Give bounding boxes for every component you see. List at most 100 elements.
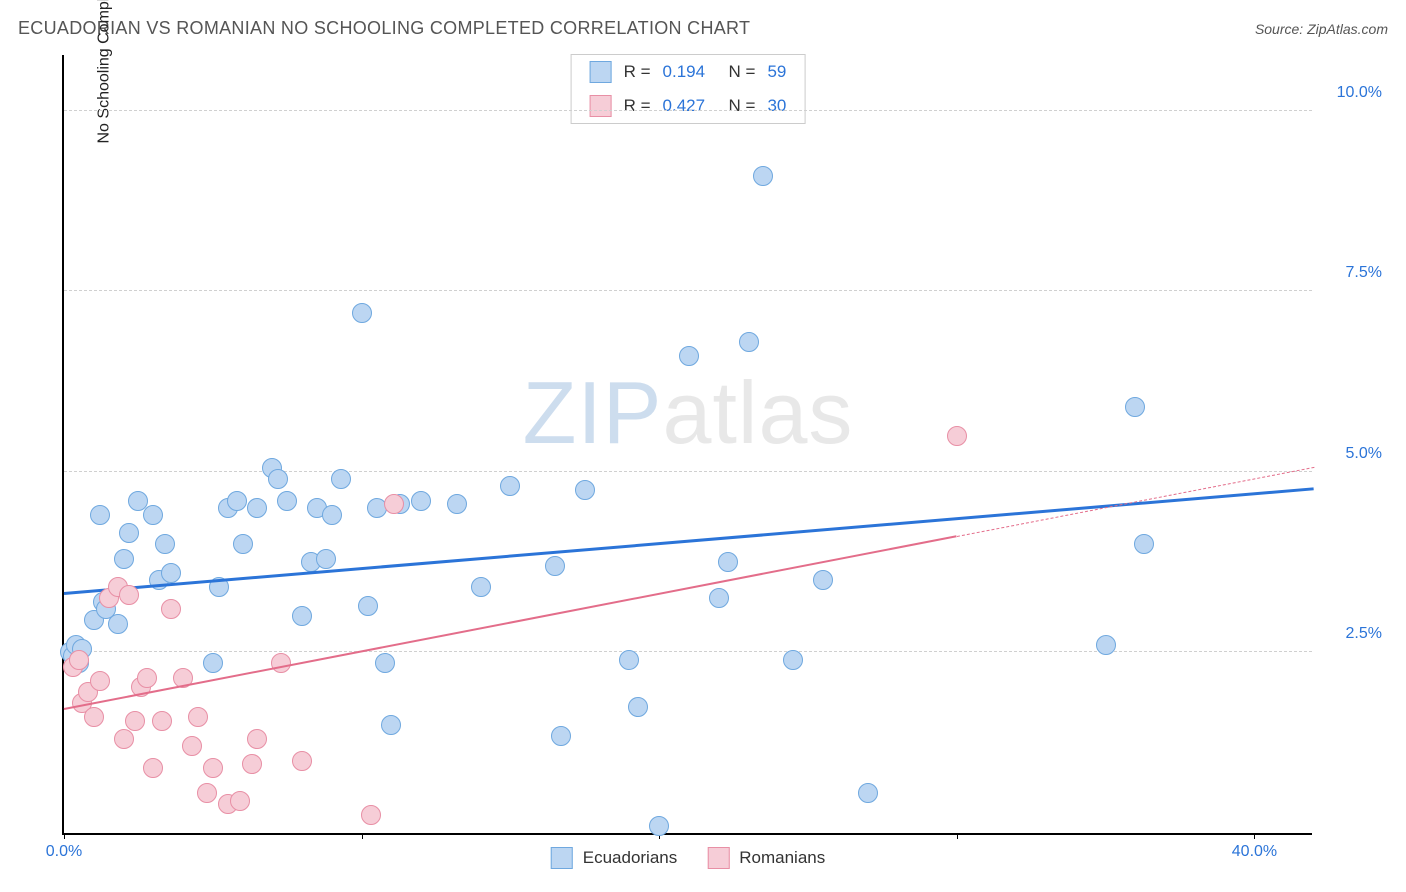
data-point xyxy=(230,791,250,811)
data-point xyxy=(203,653,223,673)
data-point xyxy=(367,498,387,518)
gridline xyxy=(64,471,1312,472)
source-prefix: Source: xyxy=(1255,21,1307,37)
gridline xyxy=(64,290,1312,291)
plot-region: ZIPatlas R =0.194N =59R =0.427N =30 Ecua… xyxy=(62,55,1312,835)
data-point xyxy=(352,303,372,323)
data-point xyxy=(411,491,431,511)
data-point xyxy=(316,549,336,569)
data-point xyxy=(858,783,878,803)
x-tick-mark xyxy=(64,833,65,839)
r-label: R = xyxy=(624,62,651,82)
data-point xyxy=(108,614,128,634)
data-point xyxy=(90,505,110,525)
data-point xyxy=(500,476,520,496)
data-point xyxy=(125,711,145,731)
legend-item: Romanians xyxy=(707,847,825,869)
x-tick-mark xyxy=(957,833,958,839)
data-point xyxy=(114,549,134,569)
x-tick-mark xyxy=(362,833,363,839)
data-point xyxy=(447,494,467,514)
data-point xyxy=(84,707,104,727)
trend-line xyxy=(64,535,957,710)
y-tick-label: 2.5% xyxy=(1322,625,1382,643)
y-tick-label: 7.5% xyxy=(1322,264,1382,282)
data-point xyxy=(137,668,157,688)
source-name: ZipAtlas.com xyxy=(1307,21,1388,37)
data-point xyxy=(739,332,759,352)
data-point xyxy=(1125,397,1145,417)
data-point xyxy=(679,346,699,366)
n-value: 59 xyxy=(767,62,786,82)
data-point xyxy=(322,505,342,525)
data-point xyxy=(161,563,181,583)
data-point xyxy=(233,534,253,554)
data-point xyxy=(247,729,267,749)
legend-series: Ecuadorians Romanians xyxy=(551,847,826,869)
x-tick-label: 40.0% xyxy=(1232,843,1277,861)
data-point xyxy=(155,534,175,554)
x-tick-label: 0.0% xyxy=(46,843,82,861)
legend-swatch xyxy=(590,95,612,117)
data-point xyxy=(227,491,247,511)
data-point xyxy=(292,606,312,626)
data-point xyxy=(471,577,491,597)
n-value: 30 xyxy=(767,96,786,116)
y-tick-label: 5.0% xyxy=(1322,445,1382,463)
data-point xyxy=(119,585,139,605)
data-point xyxy=(143,505,163,525)
legend-item: Ecuadorians xyxy=(551,847,678,869)
data-point xyxy=(271,653,291,673)
data-point xyxy=(545,556,565,576)
chart-source: Source: ZipAtlas.com xyxy=(1255,21,1388,37)
data-point xyxy=(114,729,134,749)
data-point xyxy=(783,650,803,670)
data-point xyxy=(182,736,202,756)
data-point xyxy=(358,596,378,616)
data-point xyxy=(575,480,595,500)
watermark-part2: atlas xyxy=(663,363,854,462)
data-point xyxy=(384,494,404,514)
data-point xyxy=(331,469,351,489)
r-value: 0.194 xyxy=(663,62,717,82)
data-point xyxy=(718,552,738,572)
legend-swatch xyxy=(707,847,729,869)
data-point xyxy=(1096,635,1116,655)
data-point xyxy=(753,166,773,186)
legend-swatch xyxy=(590,61,612,83)
data-point xyxy=(152,711,172,731)
watermark-part1: ZIP xyxy=(523,363,663,462)
chart-title: ECUADORIAN VS ROMANIAN NO SCHOOLING COMP… xyxy=(18,18,750,39)
data-point xyxy=(247,498,267,518)
data-point xyxy=(813,570,833,590)
r-value: 0.427 xyxy=(663,96,717,116)
trend-line xyxy=(957,467,1314,537)
x-tick-mark xyxy=(1254,833,1255,839)
data-point xyxy=(197,783,217,803)
data-point xyxy=(242,754,262,774)
legend-stats: R = 0.194 N = 59 R = 0.427 N = 30 xyxy=(571,54,806,124)
n-label: N = xyxy=(729,96,756,116)
data-point xyxy=(375,653,395,673)
data-point xyxy=(361,805,381,825)
legend-label: Romanians xyxy=(739,848,825,868)
data-point xyxy=(947,426,967,446)
data-point xyxy=(268,469,288,489)
watermark: ZIPatlas xyxy=(523,362,854,464)
data-point xyxy=(203,758,223,778)
data-point xyxy=(119,523,139,543)
data-point xyxy=(649,816,669,836)
legend-stats-row: R = 0.194 N = 59 xyxy=(572,55,805,89)
legend-swatch xyxy=(551,847,573,869)
data-point xyxy=(1134,534,1154,554)
gridline xyxy=(64,110,1312,111)
data-point xyxy=(551,726,571,746)
chart-header: ECUADORIAN VS ROMANIAN NO SCHOOLING COMP… xyxy=(0,0,1406,47)
data-point xyxy=(69,650,89,670)
data-point xyxy=(292,751,312,771)
data-point xyxy=(188,707,208,727)
legend-label: Ecuadorians xyxy=(583,848,678,868)
r-label: R = xyxy=(624,96,651,116)
n-label: N = xyxy=(729,62,756,82)
legend-stats-row: R = 0.427 N = 30 xyxy=(572,89,805,123)
